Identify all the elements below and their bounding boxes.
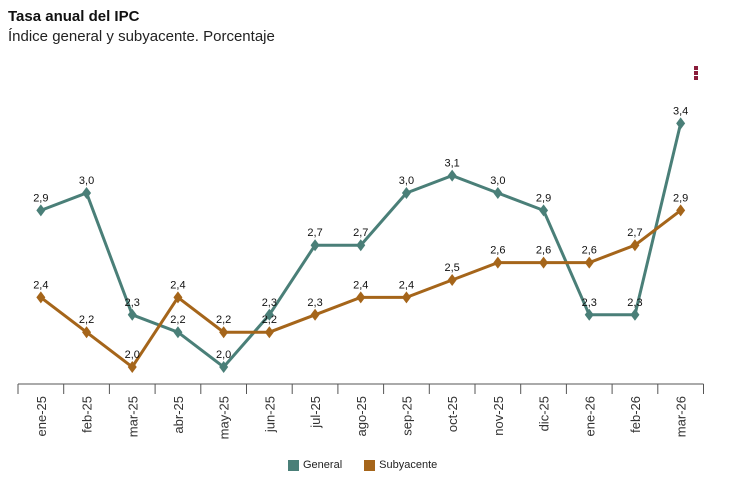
legend-label: Subyacente — [379, 459, 438, 471]
data-label: 2,0 — [216, 349, 231, 361]
chart-title: Tasa anual del IPC — [8, 8, 140, 25]
data-point[interactable] — [630, 308, 640, 321]
x-tick-label: jul-25 — [308, 396, 323, 429]
data-label: 3,0 — [399, 175, 414, 187]
data-label: 2,2 — [170, 314, 185, 326]
x-tick-label: oct-25 — [445, 396, 460, 432]
data-point[interactable] — [401, 291, 411, 304]
kebab-menu-icon[interactable] — [694, 66, 700, 81]
data-point[interactable] — [356, 239, 366, 252]
data-label: 2,3 — [582, 297, 597, 309]
data-point[interactable] — [173, 291, 183, 304]
data-point[interactable] — [539, 256, 549, 269]
data-point[interactable] — [630, 239, 640, 252]
data-point[interactable] — [584, 308, 594, 321]
data-label: 2,9 — [536, 192, 551, 204]
data-point[interactable] — [36, 291, 46, 304]
data-point[interactable] — [539, 204, 549, 217]
x-tick-label: may-25 — [217, 396, 232, 439]
data-point[interactable] — [447, 169, 457, 182]
x-tick-label: abr-25 — [171, 396, 186, 434]
legend-item-general[interactable]: General — [288, 459, 342, 471]
data-label: 2,6 — [536, 245, 551, 257]
legend: General Subyacente — [288, 459, 437, 471]
data-point[interactable] — [173, 326, 183, 339]
x-tick-label: jun-25 — [262, 396, 277, 433]
data-point[interactable] — [401, 187, 411, 199]
x-tick-label: mar-26 — [674, 396, 689, 437]
data-label: 3,1 — [445, 158, 460, 170]
x-tick-label: nov-25 — [491, 396, 506, 436]
data-point[interactable] — [127, 361, 137, 373]
x-tick-label: sep-25 — [399, 396, 414, 436]
data-label: 2,9 — [673, 192, 688, 204]
data-label: 3,4 — [673, 105, 688, 117]
data-point[interactable] — [264, 308, 274, 321]
data-label: 2,4 — [33, 279, 48, 291]
x-tick-label: ene-25 — [34, 396, 49, 436]
data-label: 2,7 — [307, 227, 322, 239]
data-point[interactable] — [219, 326, 229, 339]
data-point[interactable] — [310, 308, 320, 321]
data-label: 2,6 — [582, 245, 597, 257]
data-point[interactable] — [82, 326, 92, 339]
data-point[interactable] — [356, 291, 366, 304]
data-label: 2,7 — [627, 227, 642, 239]
data-label: 2,5 — [445, 262, 460, 274]
data-label: 2,2 — [79, 314, 94, 326]
legend-item-subyacente[interactable]: Subyacente — [364, 459, 437, 471]
data-label: 2,4 — [353, 279, 368, 291]
legend-swatch — [364, 459, 376, 471]
data-label: 2,3 — [262, 297, 277, 309]
data-label: 2,3 — [125, 297, 140, 309]
legend-label: General — [303, 459, 343, 471]
data-point[interactable] — [584, 256, 594, 269]
data-label: 2,9 — [33, 192, 48, 204]
data-point[interactable] — [264, 326, 274, 339]
data-point[interactable] — [82, 187, 92, 199]
data-point[interactable] — [219, 361, 229, 373]
data-label: 2,0 — [125, 349, 140, 361]
data-point[interactable] — [676, 204, 686, 217]
data-label: 3,0 — [79, 175, 94, 187]
data-label: 2,4 — [170, 279, 185, 291]
data-label: 2,6 — [490, 245, 505, 257]
x-tick-label: dic-25 — [537, 396, 552, 431]
data-point[interactable] — [447, 274, 457, 286]
chart-subtitle: Índice general y subyacente. Porcentaje — [8, 28, 275, 45]
x-tick-label: ago-25 — [354, 396, 369, 436]
legend-swatch — [288, 459, 299, 471]
data-label: 2,3 — [627, 297, 642, 309]
x-tick-label: feb-25 — [80, 396, 95, 433]
data-point[interactable] — [36, 204, 46, 217]
data-label: 2,3 — [307, 297, 322, 309]
data-label: 2,7 — [353, 227, 368, 239]
data-point[interactable] — [127, 308, 137, 321]
data-label: 2,4 — [399, 279, 414, 291]
data-point[interactable] — [676, 117, 686, 130]
data-label: 3,0 — [490, 175, 505, 187]
data-point[interactable] — [493, 256, 503, 269]
data-point[interactable] — [493, 187, 503, 199]
x-tick-label: ene-26 — [582, 396, 597, 436]
data-point[interactable] — [310, 239, 320, 252]
x-tick-label: mar-25 — [125, 396, 140, 437]
data-label: 2,2 — [216, 314, 231, 326]
x-tick-label: feb-26 — [628, 396, 643, 433]
data-label: 2,2 — [262, 314, 277, 326]
